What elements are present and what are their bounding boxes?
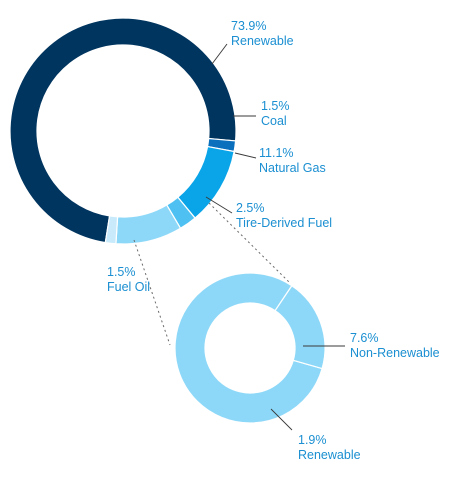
label-tire-derived-value: 2.5%	[236, 201, 265, 215]
detail-slice-non-renewable	[174, 272, 323, 424]
center-label-line2: Electricity	[222, 356, 278, 371]
center-label-line1: Purchased	[219, 341, 281, 356]
leader-renewable	[211, 43, 228, 65]
label-natural-gas-value: 11.1%	[259, 146, 294, 160]
label-fuel-oil-value: 1.5%	[107, 265, 136, 279]
label-fuel-oil-name: Fuel Oil	[107, 280, 150, 294]
leader-small-renewable	[270, 408, 293, 431]
main-slice-renewable	[9, 17, 237, 244]
label-small-renewable-name: Renewable	[298, 448, 361, 462]
main-slice-fuel-oil	[104, 215, 119, 245]
detail-donut	[174, 272, 326, 424]
label-small-renewable-value: 1.9%	[298, 433, 327, 447]
label-natural-gas-name: Natural Gas	[259, 161, 326, 175]
main-donut	[9, 17, 237, 245]
detail-slice-renewable	[274, 284, 326, 370]
center-value: 9.5%	[235, 326, 265, 341]
leader-tire-derived	[205, 196, 233, 214]
label-renewable-name: Renewable	[231, 34, 294, 48]
label-coal-name: Coal	[261, 114, 287, 128]
label-tire-derived-name: Tire-Derived Fuel	[236, 216, 332, 230]
main-slice-purchased-electricity	[115, 204, 182, 245]
label-coal-value: 1.5%	[261, 99, 290, 113]
label-renewable-value: 73.9%	[231, 19, 266, 33]
label-non-renewable-name: Non-Renewable	[350, 346, 440, 360]
callout-line-left	[133, 239, 171, 346]
leader-natural-gas	[234, 152, 257, 159]
label-non-renewable-value: 7.6%	[350, 331, 379, 345]
callout-line-right	[208, 202, 291, 284]
